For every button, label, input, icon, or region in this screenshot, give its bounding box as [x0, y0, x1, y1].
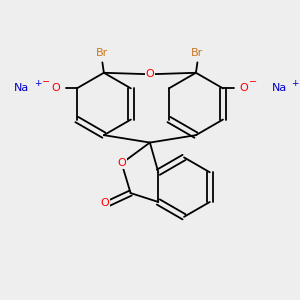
Text: +: +: [291, 79, 298, 88]
Text: Na: Na: [272, 83, 287, 93]
Text: Br: Br: [96, 49, 109, 58]
Text: O: O: [239, 83, 248, 93]
Text: O: O: [52, 83, 60, 93]
Text: O: O: [146, 69, 154, 79]
Text: O: O: [100, 199, 109, 208]
Text: Na: Na: [14, 83, 29, 93]
Text: O: O: [117, 158, 126, 168]
Text: +: +: [34, 79, 41, 88]
Text: −: −: [42, 77, 50, 87]
Text: Br: Br: [191, 49, 203, 58]
Text: −: −: [250, 77, 258, 87]
